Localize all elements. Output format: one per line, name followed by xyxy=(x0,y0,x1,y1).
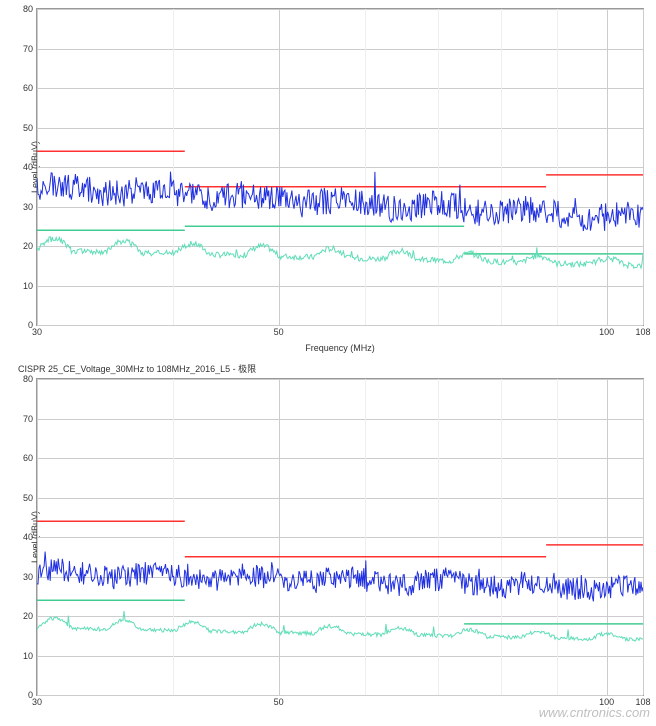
bottom-plot-area: Level (dBuV) 010203040506070803050100108 xyxy=(36,378,644,696)
top-chart: Level (dBuV) Frequency (MHz) 01020304050… xyxy=(0,0,656,360)
x-tick: 100 xyxy=(599,695,614,707)
y-tick: 70 xyxy=(23,414,37,424)
bottom-chart-title: CISPR 25_CE_Voltage_30MHz to 108MHz_2016… xyxy=(0,360,656,377)
y-tick: 80 xyxy=(23,4,37,14)
x-axis-label: Frequency (MHz) xyxy=(305,343,375,353)
y-tick: 20 xyxy=(23,611,37,621)
y-tick: 30 xyxy=(23,572,37,582)
x-tick: 30 xyxy=(32,695,42,707)
x-tick: 108 xyxy=(635,695,650,707)
top-plot-area: Level (dBuV) Frequency (MHz) 01020304050… xyxy=(36,8,644,326)
y-tick: 40 xyxy=(23,532,37,542)
x-tick: 100 xyxy=(599,325,614,337)
y-tick: 60 xyxy=(23,83,37,93)
y-tick: 60 xyxy=(23,453,37,463)
y-tick: 20 xyxy=(23,241,37,251)
y-tick: 10 xyxy=(23,651,37,661)
x-tick: 50 xyxy=(274,695,284,707)
x-tick: 108 xyxy=(635,325,650,337)
bottom-chart: CISPR 25_CE_Voltage_30MHz to 108MHz_2016… xyxy=(0,360,656,726)
y-tick: 10 xyxy=(23,281,37,291)
x-tick: 50 xyxy=(274,325,284,337)
y-tick: 40 xyxy=(23,162,37,172)
y-tick: 70 xyxy=(23,44,37,54)
y-tick: 30 xyxy=(23,202,37,212)
y-tick: 50 xyxy=(23,123,37,133)
y-tick: 50 xyxy=(23,493,37,503)
y-tick: 80 xyxy=(23,374,37,384)
x-tick: 30 xyxy=(32,325,42,337)
